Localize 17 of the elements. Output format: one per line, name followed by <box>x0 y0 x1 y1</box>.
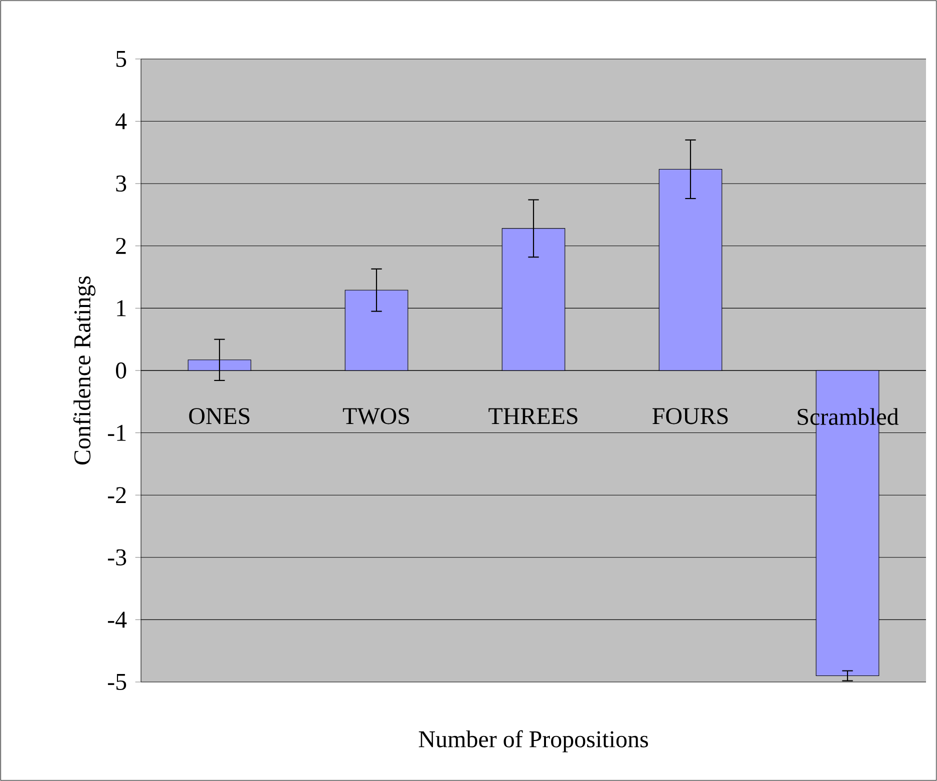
y-tick-label: 1 <box>117 300 126 316</box>
x-tick-label: FOURS <box>652 408 728 424</box>
y-tick-label: 5 <box>116 50 126 67</box>
y-tick-label: -3 <box>108 549 126 566</box>
x-tick-label: TWOS <box>342 408 410 424</box>
y-tick-label: -4 <box>108 612 127 628</box>
x-tick-label: THREES <box>488 408 578 424</box>
y-tick-label: -5 <box>108 674 126 690</box>
x-tick-label: ONES <box>189 408 250 424</box>
y-tick-label: -2 <box>108 487 126 504</box>
y-tick-label: -1 <box>108 424 126 441</box>
y-axis-title: Confidence Ratings <box>73 276 96 464</box>
x-axis-title: Number of Propositions <box>418 730 648 752</box>
y-tick-label: 2 <box>116 238 126 254</box>
y-tick-label: 0 <box>116 362 126 379</box>
y-tick-label: 4 <box>116 113 127 130</box>
y-tick-label: 3 <box>116 176 126 192</box>
